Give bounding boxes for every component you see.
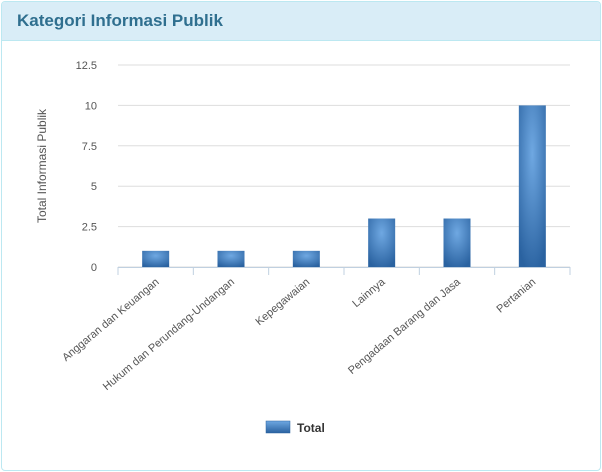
y-tick-label: 5 <box>91 181 97 193</box>
bar[interactable] <box>368 218 396 267</box>
bar[interactable] <box>292 250 320 267</box>
y-tick-label: 2.5 <box>82 222 97 234</box>
x-tick-label: Hukum dan Perundang-Undangan <box>101 276 237 393</box>
panel-header: Kategori Informasi Publik <box>2 2 600 41</box>
bar[interactable] <box>443 218 471 267</box>
y-axis-label: Total Informasi Publik <box>35 108 49 223</box>
y-tick-label: 0 <box>91 262 97 274</box>
y-tick-label: 7.5 <box>82 141 97 153</box>
y-tick-label: 12.5 <box>76 60 97 72</box>
x-tick-label: Kepegawaian <box>253 276 312 328</box>
legend-swatch <box>265 420 291 434</box>
x-tick-label: Pertanian <box>494 276 538 315</box>
bar[interactable] <box>518 105 546 268</box>
x-tick-label: Lainnya <box>350 276 388 311</box>
panel-title: Kategori Informasi Publik <box>17 11 223 30</box>
y-tick-label: 10 <box>85 100 97 112</box>
legend[interactable]: Total <box>265 420 325 435</box>
bar[interactable] <box>142 250 170 267</box>
bar[interactable] <box>217 250 245 267</box>
legend-label[interactable]: Total <box>297 421 325 435</box>
